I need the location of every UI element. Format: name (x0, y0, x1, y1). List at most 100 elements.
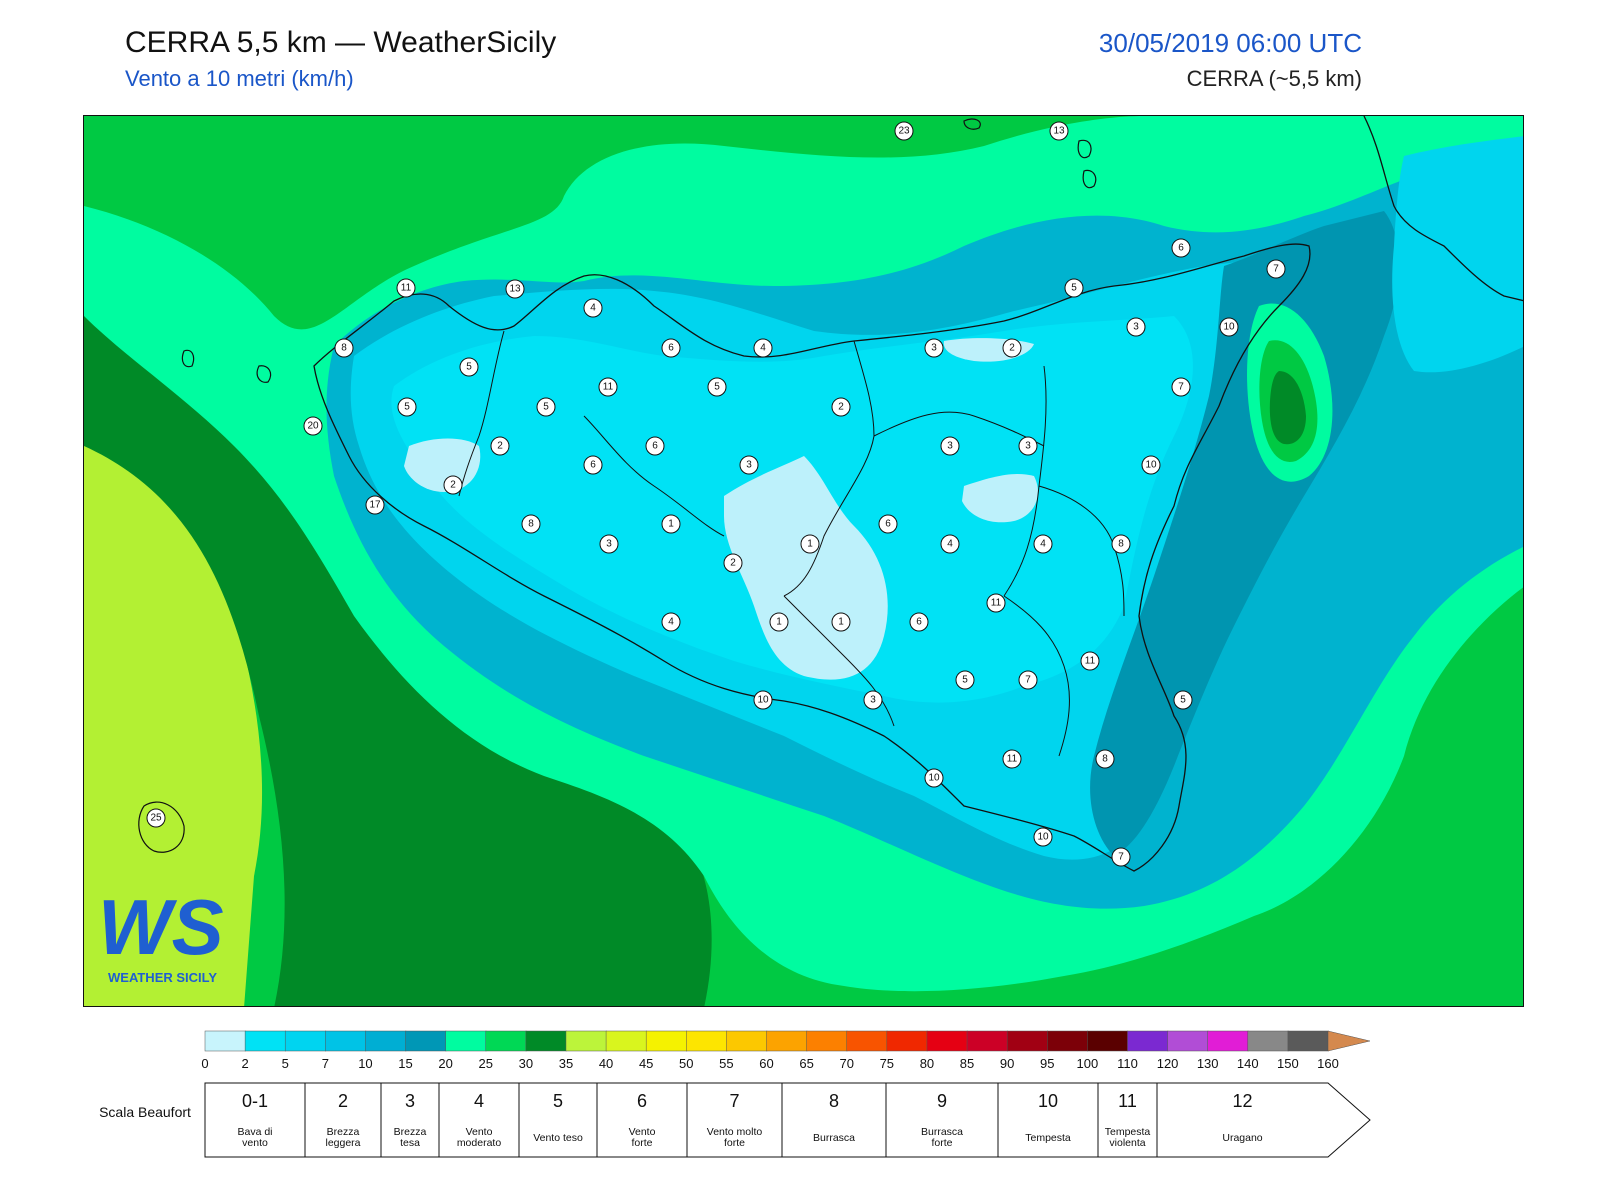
colorbar-tick-label: 2 (241, 1056, 248, 1071)
beaufort-name: Burrasca (813, 1132, 855, 1144)
station-circle (1266, 259, 1286, 279)
station-marker: 2 (1002, 338, 1022, 358)
station-value: 2 (838, 402, 844, 413)
beaufort-level: 6 Vento forte (596, 1082, 688, 1158)
station-circle (739, 455, 759, 475)
station-marker: 3 (863, 690, 883, 710)
station-circle (878, 514, 898, 534)
beaufort-level: 10 Tempesta (997, 1082, 1099, 1158)
colorbar-cell (445, 1030, 487, 1052)
station-circle (940, 534, 960, 554)
station-value: 1 (807, 539, 813, 550)
station-value: 3 (606, 539, 612, 550)
station-value: 5 (962, 675, 968, 686)
station-marker: 11 (1080, 651, 1100, 671)
station-circle (146, 808, 166, 828)
colorbar-tick-label: 5 (282, 1056, 289, 1071)
station-marker: 5 (1064, 278, 1084, 298)
station-marker: 25 (146, 808, 166, 828)
beaufort-level: 2 Brezza leggera (304, 1082, 382, 1158)
beaufort-level: 11 Tempesta violenta (1097, 1082, 1158, 1158)
colorbar-cell (966, 1030, 1008, 1052)
station-marker: 8 (521, 514, 541, 534)
station-value: 10 (1145, 460, 1157, 471)
station-circle (909, 612, 929, 632)
wind-zone-cyan-ne (1392, 136, 1523, 373)
station-value: 20 (307, 421, 319, 432)
model-label: CERRA (~5,5 km) (1186, 66, 1362, 91)
station-value: 4 (1040, 539, 1046, 550)
station-circle (396, 278, 416, 298)
station-marker: 4 (583, 298, 603, 318)
station-circle (1141, 455, 1161, 475)
station-circle (1171, 377, 1191, 397)
colorbar-tick-label: 45 (639, 1056, 653, 1071)
wind-zone-light-east (962, 474, 1038, 523)
beaufort-box (885, 1082, 999, 1158)
colorbar-tick-label: 150 (1277, 1056, 1299, 1071)
station-circle (583, 455, 603, 475)
station-circle (645, 436, 665, 456)
colorbar-tick-label: 70 (839, 1056, 853, 1071)
beaufort-level: 5 Vento teso (518, 1082, 598, 1158)
station-circle (1049, 121, 1069, 141)
beaufort-level: 9 Burrasca forte (885, 1082, 999, 1158)
colorbar-cell (565, 1030, 607, 1052)
station-marker: 23 (894, 121, 914, 141)
station-marker: 7 (1171, 377, 1191, 397)
logo-letters: WS (98, 883, 224, 971)
station-marker: 7 (1266, 259, 1286, 279)
station-circle (1173, 690, 1193, 710)
station-circle (955, 670, 975, 690)
station-value: 2 (730, 558, 736, 569)
colorbar-tick-label: 50 (679, 1056, 693, 1071)
station-value: 5 (1071, 283, 1077, 294)
station-marker: 6 (1171, 238, 1191, 258)
station-marker: 10 (1219, 317, 1239, 337)
colorbar-tick-label: 30 (519, 1056, 533, 1071)
colorbar-cell (325, 1030, 367, 1052)
station-circle (490, 436, 510, 456)
colorbar-tick-label: 100 (1077, 1056, 1099, 1071)
beaufort-level: 8 Burrasca (781, 1082, 887, 1158)
station-circle (940, 436, 960, 456)
colorbar-cell (1087, 1030, 1129, 1052)
station-marker: 2 (490, 436, 510, 456)
station-circle (1171, 238, 1191, 258)
station-marker: 7 (1111, 847, 1131, 867)
station-value: 10 (1037, 832, 1049, 843)
colorbar-tick-label: 15 (398, 1056, 412, 1071)
station-value: 5 (1180, 695, 1186, 706)
beaufort-box (1097, 1082, 1158, 1158)
station-circle (831, 397, 851, 417)
beaufort-number: 2 (338, 1091, 348, 1111)
station-value: 6 (1178, 243, 1184, 254)
station-circle (1018, 670, 1038, 690)
colorbar-cells (204, 1030, 1371, 1052)
colorbar-tick-label: 160 (1317, 1056, 1339, 1071)
station-circle (753, 338, 773, 358)
beaufort-name: Vento moderato (457, 1126, 502, 1149)
station-value: 3 (947, 441, 953, 452)
station-value: 10 (928, 773, 940, 784)
station-circle (1033, 827, 1053, 847)
station-circle (365, 495, 385, 515)
station-circle (661, 514, 681, 534)
wind-zone-light-west (404, 438, 481, 492)
beaufort-number: 10 (1038, 1091, 1058, 1111)
station-value: 5 (404, 402, 410, 413)
colorbar-tick-label: 20 (438, 1056, 452, 1071)
colorbar-tick-label: 65 (799, 1056, 813, 1071)
beaufort-box (304, 1082, 382, 1158)
station-marker: 1 (831, 612, 851, 632)
beaufort-box (204, 1082, 306, 1158)
station-circle (397, 397, 417, 417)
station-marker: 2 (831, 397, 851, 417)
colorbar-tick-label: 40 (599, 1056, 613, 1071)
colorbar-cell (886, 1030, 928, 1052)
beaufort-level: 4 Vento moderato (438, 1082, 520, 1158)
colorbar-ticks: 0 2 5 7 10 15 20 25 30 35 40 45 50 55 60 65 70 75 80 85 90 95… (201, 1056, 1338, 1071)
station-marker: 5 (536, 397, 556, 417)
colorbar-cell (1167, 1030, 1209, 1052)
